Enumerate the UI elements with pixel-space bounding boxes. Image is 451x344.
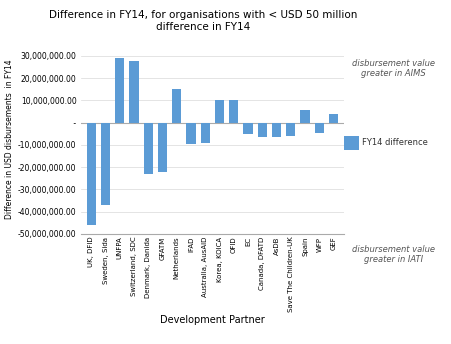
Y-axis label: Difference in USD disbursements  in FY14: Difference in USD disbursements in FY14 bbox=[5, 60, 14, 219]
Bar bbox=[186, 122, 195, 144]
Bar bbox=[87, 122, 96, 225]
X-axis label: Development Partner: Development Partner bbox=[160, 315, 264, 325]
Bar bbox=[157, 122, 167, 172]
Bar bbox=[243, 122, 252, 134]
Bar bbox=[285, 122, 295, 136]
Bar bbox=[257, 122, 267, 137]
Bar bbox=[215, 100, 224, 122]
Bar bbox=[328, 114, 337, 122]
Bar bbox=[115, 58, 124, 122]
Text: FY14 difference: FY14 difference bbox=[361, 138, 427, 147]
Bar bbox=[200, 122, 209, 143]
Text: disbursement value
greater in AIMS: disbursement value greater in AIMS bbox=[351, 59, 434, 78]
Bar bbox=[272, 122, 281, 137]
Bar bbox=[229, 100, 238, 122]
Bar bbox=[314, 122, 323, 133]
Bar bbox=[172, 89, 181, 122]
Text: disbursement value
greater in IATI: disbursement value greater in IATI bbox=[351, 245, 434, 264]
Bar bbox=[101, 122, 110, 205]
Text: Difference in FY14, for organisations with < USD 50 million
difference in FY14: Difference in FY14, for organisations wi… bbox=[49, 10, 357, 32]
Bar bbox=[143, 122, 152, 174]
Bar bbox=[129, 62, 138, 122]
Bar bbox=[300, 110, 309, 122]
